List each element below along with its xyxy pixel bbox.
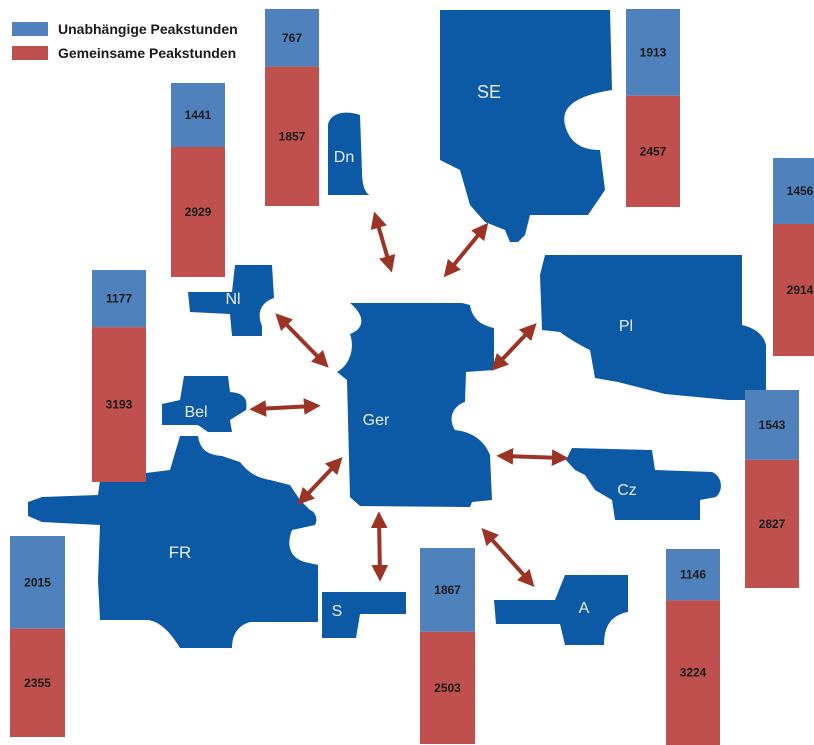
country-label-dn: Dn bbox=[334, 149, 354, 166]
country-label-se: SE bbox=[477, 82, 501, 102]
arrow-ger-pl bbox=[491, 323, 537, 371]
country-shape-s bbox=[322, 592, 406, 638]
arrow-ger-bel bbox=[249, 398, 321, 417]
bar-fr: 2015 2355 bbox=[10, 536, 65, 737]
bar-s: 1867 2503 bbox=[420, 548, 475, 744]
bar-segment-shared bbox=[10, 628, 65, 737]
country-label-pl: Pl bbox=[619, 318, 633, 335]
country-shapes bbox=[28, 10, 766, 648]
bar-pl: 1456 2914 bbox=[773, 158, 814, 356]
stacked-bars: 7671857191324571441292911773193145629141… bbox=[10, 9, 814, 745]
arrow-ger-cz bbox=[496, 447, 569, 467]
country-shape-fr bbox=[28, 436, 318, 648]
country-shape-pl bbox=[540, 255, 766, 400]
bar-label-independent: 1543 bbox=[759, 418, 786, 432]
bar-segment-shared bbox=[420, 631, 475, 744]
bar-segment-shared bbox=[745, 459, 799, 588]
bar-label-independent: 1146 bbox=[680, 568, 706, 582]
bar-segment-independent bbox=[666, 549, 720, 601]
bar-segment-independent bbox=[171, 83, 225, 147]
arrow-ger-a bbox=[481, 527, 535, 588]
bar-segment-independent bbox=[10, 536, 65, 629]
legend-label-independent: Unabhängige Peakstunden bbox=[58, 21, 238, 37]
bar-cz: 1543 2827 bbox=[745, 390, 799, 588]
bar-segment-independent bbox=[92, 270, 146, 328]
bar-segment-shared bbox=[265, 66, 319, 206]
bar-label-shared: 2457 bbox=[640, 144, 667, 158]
bar-se: 1913 2457 bbox=[626, 9, 680, 207]
country-label-fr: FR bbox=[169, 543, 192, 562]
country-shape-se bbox=[440, 10, 612, 242]
arrow-ger-se bbox=[443, 222, 489, 278]
bar-label-independent: 1177 bbox=[106, 292, 132, 306]
legend-swatch-independent bbox=[12, 22, 48, 36]
bar-segment-shared bbox=[92, 327, 146, 482]
bar-label-independent: 1456 bbox=[787, 184, 814, 198]
bar-segment-independent bbox=[773, 158, 814, 224]
country-label-cz: Cz bbox=[617, 482, 637, 499]
country-label-ger: Ger bbox=[363, 412, 390, 429]
bar-segment-independent bbox=[265, 9, 319, 67]
bar-label-shared: 2914 bbox=[787, 283, 814, 297]
legend-label-shared: Gemeinsame Peakstunden bbox=[58, 45, 236, 61]
bar-segment-shared bbox=[171, 146, 225, 277]
country-labels: SE Dn Nl Bel Ger Pl Cz FR S A bbox=[169, 82, 637, 620]
bar-segment-independent bbox=[745, 390, 799, 460]
country-shape-ger bbox=[337, 303, 494, 507]
bar-label-shared: 3193 bbox=[106, 398, 133, 412]
bar-label-shared: 1857 bbox=[279, 129, 306, 143]
arrow-ger-s bbox=[370, 511, 389, 582]
bar-label-shared: 2503 bbox=[434, 681, 461, 695]
legend: Unabhängige Peakstunden Gemeinsame Peaks… bbox=[12, 21, 238, 61]
country-label-nl: Nl bbox=[225, 291, 240, 308]
bar-segment-shared bbox=[666, 600, 720, 745]
country-label-s: S bbox=[332, 603, 343, 620]
country-shape-bel bbox=[162, 376, 247, 432]
bar-label-independent: 1441 bbox=[185, 108, 212, 122]
bar-nl: 1177 3193 bbox=[92, 270, 146, 482]
bar-nl-panel: 1441 2929 bbox=[171, 83, 225, 277]
bar-label-shared: 3224 bbox=[680, 666, 707, 680]
legend-swatch-shared bbox=[12, 46, 48, 60]
country-shape-cz bbox=[566, 448, 721, 520]
arrow-ger-fr bbox=[297, 457, 343, 505]
arrow-ger-nl bbox=[275, 313, 329, 368]
bar-label-shared: 2929 bbox=[185, 205, 212, 219]
country-label-bel: Bel bbox=[184, 404, 207, 421]
arrow-ger-dn bbox=[370, 211, 396, 273]
bar-segment-independent bbox=[420, 548, 475, 632]
bar-segment-independent bbox=[626, 9, 680, 96]
interconnector-arrows bbox=[249, 211, 569, 588]
bar-a: 1146 3224 bbox=[666, 549, 720, 745]
bar-label-independent: 1867 bbox=[434, 583, 461, 597]
bar-label-independent: 2015 bbox=[24, 575, 51, 589]
bar-segment-shared bbox=[773, 223, 814, 356]
bar-label-shared: 2355 bbox=[24, 676, 51, 690]
bar-label-independent: 1913 bbox=[640, 45, 667, 59]
bar-label-independent: 767 bbox=[282, 31, 302, 45]
country-shape-a bbox=[494, 575, 628, 645]
bar-dn: 767 1857 bbox=[265, 9, 319, 206]
bar-segment-shared bbox=[626, 95, 680, 207]
bar-label-shared: 2827 bbox=[759, 517, 786, 531]
country-shape-nl bbox=[188, 265, 274, 336]
country-shape-dn bbox=[328, 112, 370, 195]
country-label-a: A bbox=[579, 600, 590, 617]
